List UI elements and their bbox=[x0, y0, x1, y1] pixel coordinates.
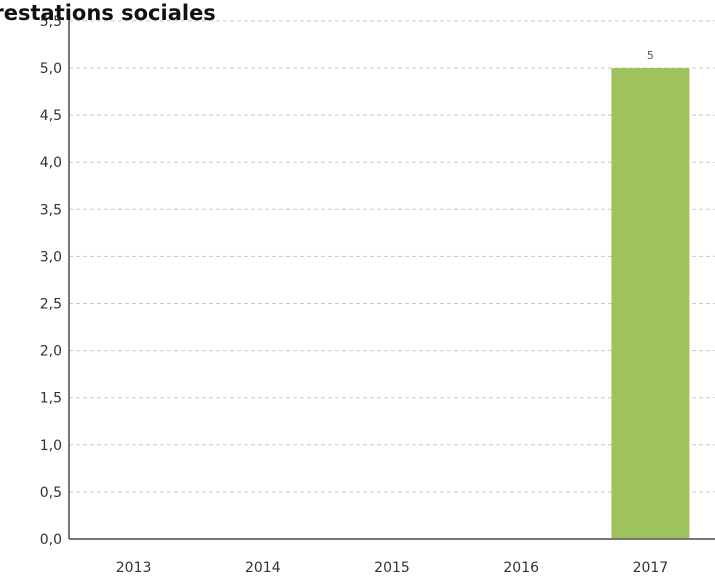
y-tick-label: 5,0 bbox=[40, 61, 62, 77]
y-tick-label: 4,0 bbox=[40, 155, 62, 171]
x-tick-label: 2016 bbox=[503, 560, 539, 576]
y-tick-label: 2,5 bbox=[40, 297, 62, 313]
y-tick-label: 0,5 bbox=[40, 485, 62, 501]
chart-title: Prestations sociales bbox=[0, 1, 216, 25]
x-tick-label: 2015 bbox=[374, 560, 410, 576]
data-label: 5 bbox=[647, 49, 654, 62]
y-tick-label: 2,0 bbox=[40, 344, 62, 360]
x-tick-label: 2013 bbox=[116, 560, 152, 576]
y-tick-label: 3,0 bbox=[40, 249, 62, 265]
axes bbox=[68, 20, 715, 540]
y-tick-label: 4,5 bbox=[40, 108, 62, 124]
x-tick-labels: 2013 2014 2015 2016 2017 bbox=[116, 560, 668, 576]
gridlines bbox=[69, 20, 715, 493]
y-tick-label: 1,0 bbox=[40, 438, 62, 454]
y-tick-labels: 0,0 0,5 1,0 1,5 2,0 2,5 3,0 3,5 4,0 4,5 5,0 5,5 bbox=[40, 14, 62, 548]
bars bbox=[611, 68, 690, 539]
data-labels: 5 bbox=[647, 49, 654, 62]
y-tick-label: 5,5 bbox=[40, 14, 62, 30]
bar bbox=[611, 68, 690, 539]
x-tick-label: 2014 bbox=[245, 560, 281, 576]
y-tick-label: 0,0 bbox=[40, 532, 62, 548]
y-tick-label: 1,5 bbox=[40, 391, 62, 407]
x-tick-label: 2017 bbox=[633, 560, 669, 576]
y-tick-label: 3,5 bbox=[40, 202, 62, 218]
